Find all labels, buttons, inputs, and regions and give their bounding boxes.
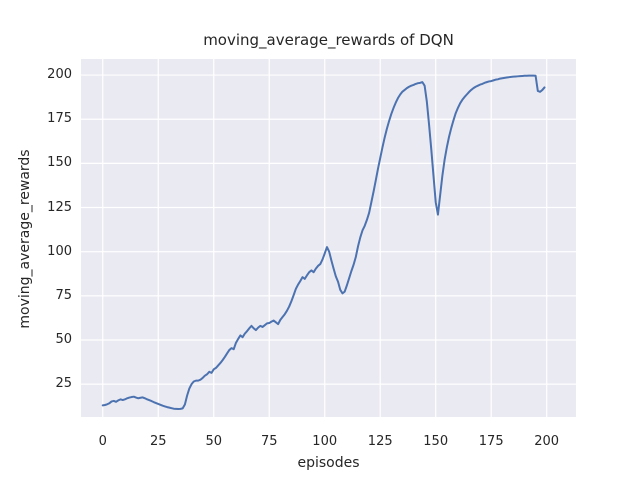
y-tick-label: 200 (47, 67, 72, 83)
x-tick-label: 75 (260, 434, 278, 449)
x-tick-label: 150 (423, 434, 449, 449)
x-tick-label: 100 (312, 434, 338, 449)
x-tick-label: 25 (149, 434, 167, 449)
x-tick-label: 175 (478, 434, 504, 449)
plot-panel (81, 59, 576, 417)
y-tick-label: 25 (55, 376, 72, 392)
x-tick-label: 50 (205, 434, 222, 449)
chart-title: moving_average_rewards of DQN (203, 31, 454, 49)
x-axis-label: episodes (297, 455, 360, 471)
x-tick-label: 125 (367, 434, 393, 449)
y-tick-label: 50 (55, 331, 72, 347)
y-tick-label: 75 (55, 287, 72, 303)
y-tick-label: 150 (47, 155, 72, 171)
x-tick-label: 0 (98, 434, 107, 449)
data-line-moving_average_rewards (101, 74, 546, 411)
y-tick-label: 175 (47, 111, 72, 127)
x-tick-label: 200 (534, 434, 560, 449)
y-tick-label: 125 (47, 199, 72, 215)
y-tick-label: 100 (47, 243, 72, 259)
